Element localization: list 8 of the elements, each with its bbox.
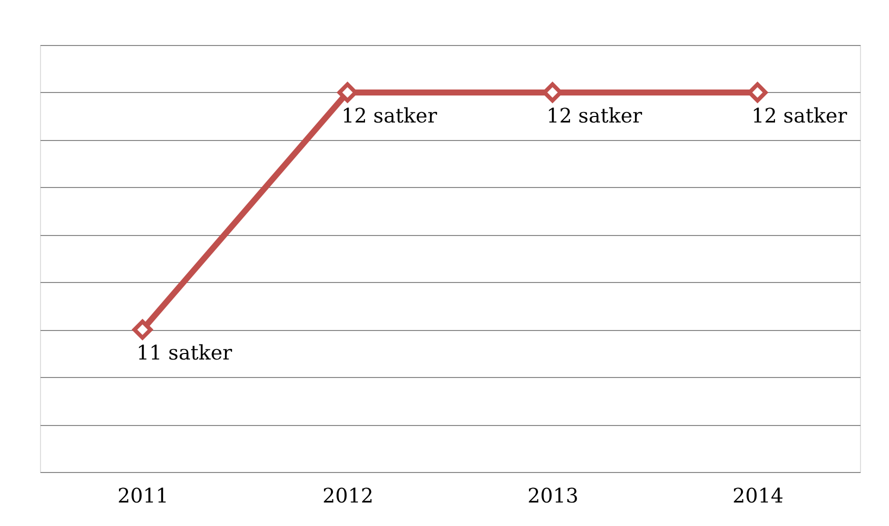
- x-tick-label: 2013: [528, 484, 578, 508]
- x-tick-label: 2014: [732, 484, 784, 508]
- x-tick-label: 2012: [322, 484, 374, 508]
- data-label: 11 satker: [136, 340, 232, 365]
- data-label: 12 satker: [546, 103, 642, 128]
- data-label: 12 satker: [752, 103, 848, 128]
- data-label: 12 satker: [342, 103, 438, 128]
- x-tick-label: 2011: [118, 484, 168, 508]
